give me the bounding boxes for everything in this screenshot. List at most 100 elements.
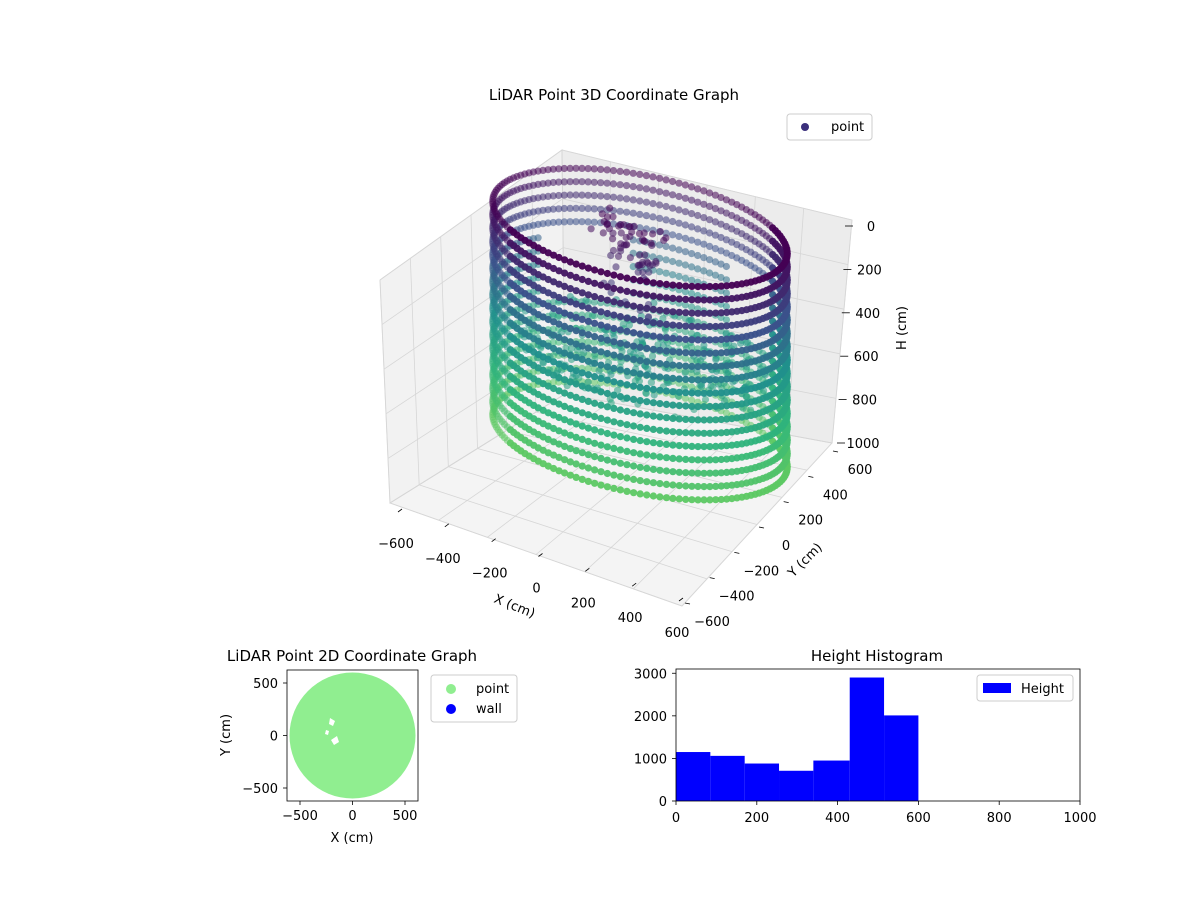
point-3d bbox=[656, 201, 663, 208]
point-3d bbox=[597, 362, 604, 369]
point-3d bbox=[650, 346, 657, 353]
legend-marker-point bbox=[801, 123, 809, 131]
point-3d bbox=[573, 274, 580, 281]
point-3d bbox=[656, 188, 663, 195]
point-3d bbox=[623, 234, 630, 241]
x-tick-label-hist: 0 bbox=[672, 811, 680, 826]
point-3d bbox=[591, 192, 598, 199]
point-3d bbox=[663, 388, 670, 395]
y-tick-label-hist: 1000 bbox=[634, 752, 667, 767]
point-3d bbox=[676, 282, 683, 289]
point-3d bbox=[700, 496, 707, 503]
point-3d bbox=[682, 389, 689, 396]
point-3d bbox=[585, 438, 592, 445]
point-3d bbox=[604, 377, 611, 384]
point-3d bbox=[650, 452, 657, 459]
histogram-bar bbox=[676, 752, 710, 801]
legend-label-height: Height bbox=[1021, 682, 1064, 697]
point-3d bbox=[663, 334, 670, 341]
point-3d bbox=[682, 235, 689, 242]
point-disc-2d bbox=[290, 673, 416, 799]
point-3d bbox=[647, 240, 654, 247]
x-tick-label-hist: 200 bbox=[744, 811, 769, 826]
point-3d bbox=[643, 318, 650, 325]
point-3d bbox=[604, 470, 611, 477]
point-3d bbox=[591, 386, 598, 393]
point-3d bbox=[656, 333, 663, 340]
x-tick-label: −400 bbox=[425, 552, 461, 567]
point-3d bbox=[675, 233, 682, 240]
point-3d bbox=[643, 212, 650, 219]
point-3d bbox=[591, 413, 598, 420]
point-3d bbox=[657, 228, 664, 235]
point-3d bbox=[669, 231, 676, 238]
point-3d bbox=[579, 463, 586, 470]
point-3d bbox=[700, 283, 707, 290]
point-3d bbox=[700, 323, 707, 330]
point-3d bbox=[682, 429, 689, 436]
legend-label-wall: wall bbox=[476, 702, 502, 717]
point-3d bbox=[663, 270, 670, 277]
histogram-bar bbox=[884, 715, 918, 801]
point-3d bbox=[617, 244, 624, 251]
point-3d bbox=[676, 362, 683, 369]
point-3d bbox=[597, 192, 604, 199]
point-3d bbox=[675, 246, 682, 253]
point-3d bbox=[585, 464, 592, 471]
point-3d bbox=[630, 196, 637, 203]
point-3d bbox=[676, 455, 683, 462]
point-3d bbox=[700, 470, 707, 477]
ylabel-3d: Y (cm) bbox=[785, 540, 826, 581]
point-3d bbox=[623, 275, 630, 282]
point-3d bbox=[682, 261, 689, 268]
point-3d bbox=[597, 402, 604, 409]
point-3d bbox=[630, 356, 637, 363]
point-3d bbox=[617, 300, 624, 307]
title-histogram: Height Histogram bbox=[811, 647, 943, 665]
point-3d bbox=[656, 268, 663, 275]
y-tick-label-2d: 500 bbox=[253, 677, 278, 692]
point-3d bbox=[630, 449, 637, 456]
point-3d bbox=[623, 195, 630, 202]
point-3d bbox=[663, 294, 670, 301]
point-3d bbox=[610, 352, 617, 359]
point-3d bbox=[573, 301, 580, 308]
title-2d: LiDAR Point 2D Coordinate Graph bbox=[227, 647, 477, 665]
point-3d bbox=[585, 338, 592, 345]
y-tick-label: 400 bbox=[823, 488, 848, 503]
point-3d bbox=[627, 254, 634, 261]
point-3d bbox=[700, 296, 707, 303]
point-3d bbox=[630, 369, 637, 376]
point-3d bbox=[656, 293, 663, 300]
point-3d bbox=[591, 280, 598, 287]
point-3d bbox=[669, 375, 676, 382]
point-3d bbox=[610, 378, 617, 385]
point-3d bbox=[650, 386, 657, 393]
point-3d bbox=[636, 197, 643, 204]
point-3d bbox=[675, 273, 682, 280]
point-3d bbox=[682, 402, 689, 409]
point-3d bbox=[688, 303, 695, 310]
point-3d bbox=[617, 433, 624, 440]
point-3d bbox=[591, 360, 598, 367]
point-3d bbox=[663, 281, 670, 288]
point-3d bbox=[682, 221, 689, 228]
point-3d bbox=[610, 272, 617, 279]
point-3d bbox=[688, 250, 695, 257]
point-3d bbox=[712, 356, 719, 363]
point-3d bbox=[656, 467, 663, 474]
point-3d bbox=[585, 205, 592, 212]
point-3d bbox=[688, 397, 695, 404]
point-3d bbox=[656, 215, 663, 222]
point-3d bbox=[585, 425, 592, 432]
histogram-bar bbox=[779, 771, 813, 801]
point-3d bbox=[676, 335, 683, 342]
legend-marker-point-2d bbox=[446, 684, 456, 694]
point-3d bbox=[630, 476, 637, 483]
point-3d bbox=[617, 420, 624, 427]
point-3d bbox=[579, 263, 586, 270]
point-3d bbox=[610, 194, 617, 201]
x-tick-label-hist: 1000 bbox=[1063, 811, 1096, 826]
point-3d bbox=[585, 385, 592, 392]
point-3d bbox=[663, 428, 670, 435]
